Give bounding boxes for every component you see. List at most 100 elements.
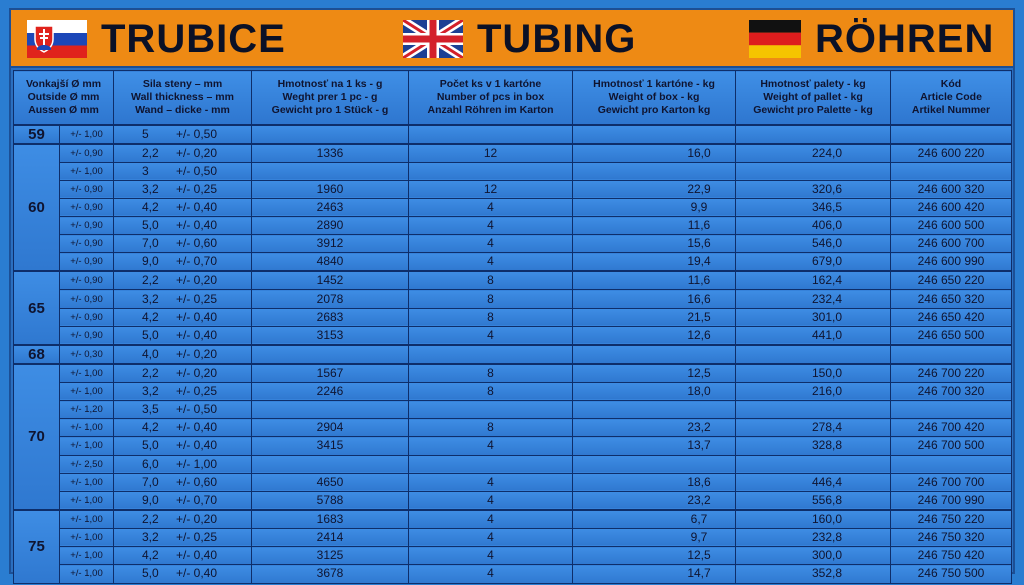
pieces-per-box-cell: 4: [408, 472, 573, 492]
wall-thickness-cell: 6,0 +/- 1,00: [113, 454, 252, 474]
pieces-per-box-cell: 4: [408, 564, 573, 584]
wall-thickness-value: 5,0: [142, 438, 159, 453]
pieces-per-box-cell: [408, 399, 573, 420]
article-code-cell: 246 700 420: [890, 418, 1012, 438]
diameter-tolerance-cell: +/- 0,90: [59, 197, 114, 218]
weight-per-piece-cell: 3912: [251, 234, 409, 254]
table-row: +/- 0,90 4,2 +/- 0,40 2683 8 21,5 301,0 246 650…: [14, 307, 1012, 327]
wall-tolerance-value: +/- 0,25: [176, 291, 218, 306]
weight-of-pallet-cell: 278,4: [735, 418, 891, 438]
weight-of-box-cell: 15,6: [572, 234, 736, 254]
wall-thickness-cell: 9,0 +/- 0,70: [113, 252, 252, 272]
diameter-tolerance-cell: +/- 1,00: [59, 527, 114, 548]
pieces-per-box-cell: 8: [408, 362, 573, 383]
wall-tolerance-value: +/- 0,40: [176, 199, 218, 214]
weight-of-pallet-cell: 232,4: [735, 289, 891, 309]
wall-thickness-cell: 5,0 +/- 0,40: [113, 436, 252, 456]
pieces-per-box-cell: 12: [408, 142, 573, 163]
outside-diameter-cell: 59: [13, 123, 60, 144]
diameter-tolerance-cell: +/- 1,00: [59, 508, 114, 529]
weight-of-pallet-cell: 150,0: [735, 362, 891, 383]
weight-per-piece-cell: 1683: [251, 508, 409, 529]
weight-per-piece-cell: 2414: [251, 527, 409, 548]
table-row: 70 +/- 1,00 2,2 +/- 0,20 1567 8 12,5 150,0 246 7…: [13, 362, 1012, 511]
title-banner: TRUBICE TUBING RÖHREN: [11, 10, 1013, 68]
article-code-cell: 246 600 700: [890, 234, 1012, 254]
wall-thickness-value: 4,2: [142, 309, 159, 324]
weight-of-pallet-cell: 301,0: [735, 307, 891, 327]
wall-thickness-cell: 2,2 +/- 0,20: [113, 270, 252, 291]
wall-tolerance-value: +/- 0,60: [176, 474, 218, 489]
tubing-spec-table: Vonkajší Ø mm Outside Ø mm Aussen Ø mm Sila…: [13, 70, 1012, 584]
wall-thickness-value: 3: [142, 163, 149, 178]
diameter-tolerance-cell: +/- 1,00: [59, 381, 114, 402]
table-row: +/- 1,00 4,2 +/- 0,40 2904 8 23,2 278,4 246 700…: [14, 418, 1012, 438]
article-code-cell: [890, 343, 1012, 365]
diameter-tolerance-cell: +/- 1,00: [59, 564, 114, 584]
wall-thickness-cell: 5,0 +/- 0,40: [113, 325, 252, 346]
wall-thickness-value: 7,0: [142, 236, 159, 251]
wall-thickness-cell: 2,2 +/- 0,20: [113, 362, 252, 383]
weight-of-box-cell: 23,2: [572, 490, 736, 511]
column-header-3: Počet ks v 1 kartóne Number of pcs in box…: [408, 70, 573, 125]
article-code-cell: 246 650 320: [890, 289, 1012, 309]
article-code-cell: 246 650 500: [890, 325, 1012, 346]
weight-per-piece-cell: [251, 123, 409, 144]
weight-of-pallet-cell: [735, 454, 891, 474]
wall-tolerance-value: +/- 0,25: [176, 181, 218, 196]
wall-thickness-value: 2,2: [142, 511, 159, 526]
weight-of-pallet-cell: 160,0: [735, 508, 891, 529]
article-code-cell: 246 700 220: [890, 362, 1012, 383]
wall-tolerance-value: +/- 0,20: [176, 273, 218, 288]
article-code-cell: 246 700 700: [890, 472, 1012, 492]
weight-of-pallet-cell: [735, 399, 891, 420]
wall-thickness-cell: 3,2 +/- 0,25: [113, 289, 252, 309]
wall-tolerance-value: +/- 0,25: [176, 383, 218, 398]
table-row: +/- 1,00 3 +/- 0,50: [14, 161, 1012, 181]
table-row: +/- 1,20 3,5 +/- 0,50: [14, 399, 1012, 420]
wall-tolerance-value: +/- 0,20: [176, 365, 218, 380]
pieces-per-box-cell: 4: [408, 234, 573, 254]
wall-tolerance-value: +/- 0,40: [176, 548, 218, 563]
wall-tolerance-value: +/- 0,60: [176, 236, 218, 251]
weight-per-piece-cell: 1567: [251, 362, 409, 383]
wall-tolerance-value: +/- 0,40: [176, 438, 218, 453]
wall-tolerance-value: +/- 0,20: [176, 145, 218, 160]
weight-of-box-cell: 9,9: [572, 197, 736, 218]
wall-thickness-cell: 5,0 +/- 0,40: [113, 564, 252, 584]
weight-of-pallet-cell: 232,8: [735, 527, 891, 548]
wall-thickness-value: 4,2: [142, 548, 159, 563]
pieces-per-box-cell: 4: [408, 436, 573, 456]
diameter-tolerance-cell: +/- 1,20: [59, 399, 114, 420]
weight-of-pallet-cell: 679,0: [735, 252, 891, 272]
diameter-tolerance-cell: +/- 0,30: [59, 343, 114, 365]
diameter-tolerance-cell: +/- 1,00: [59, 418, 114, 438]
table-row: +/- 0,90 5,0 +/- 0,40 3153 4 12,6 441,0 246 650…: [14, 325, 1012, 346]
wall-thickness-value: 5: [142, 126, 149, 141]
column-header-0: Vonkajší Ø mm Outside Ø mm Aussen Ø mm: [13, 70, 114, 125]
weight-of-box-cell: 19,4: [572, 252, 736, 272]
table-row: +/- 0,90 3,2 +/- 0,25 2078 8 16,6 232,4 246 650…: [14, 289, 1012, 309]
wall-thickness-cell: 3,2 +/- 0,25: [113, 179, 252, 199]
pieces-per-box-cell: [408, 123, 573, 144]
pieces-per-box-cell: 8: [408, 418, 573, 438]
weight-per-piece-cell: 2890: [251, 216, 409, 236]
article-code-cell: 246 600 500: [890, 216, 1012, 236]
weight-of-pallet-cell: [735, 161, 891, 181]
wall-thickness-value: 3,2: [142, 383, 159, 398]
pieces-per-box-cell: 4: [408, 490, 573, 511]
article-code-cell: [890, 454, 1012, 474]
diameter-tolerance-cell: +/- 1,00: [59, 472, 114, 492]
diameter-tolerance-cell: +/- 1,00: [59, 490, 114, 511]
diameter-tolerance-cell: +/- 0,90: [59, 179, 114, 199]
article-code-cell: [890, 161, 1012, 181]
table-body: 59 +/- 1,00 5 +/- 0,50 60 +/- 0,90 2,2 +/- 0,20…: [13, 123, 1012, 584]
table-row: 65 +/- 0,90 2,2 +/- 0,20 1452 8 11,6 162,4 246 6…: [13, 270, 1012, 346]
weight-of-box-cell: 6,7: [572, 508, 736, 529]
article-code-cell: 246 750 420: [890, 546, 1012, 566]
diameter-tolerance-cell: +/- 1,00: [59, 123, 114, 144]
wall-thickness-cell: 4,2 +/- 0,40: [113, 197, 252, 218]
weight-per-piece-cell: 1452: [251, 270, 409, 291]
weight-of-box-cell: [572, 399, 736, 420]
